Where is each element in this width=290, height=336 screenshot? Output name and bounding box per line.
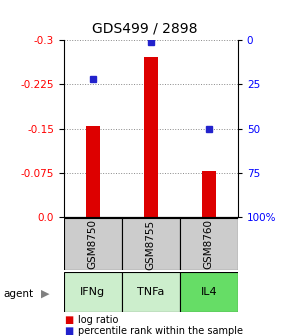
Bar [122, 272, 180, 312]
Bar [180, 218, 238, 270]
Text: percentile rank within the sample: percentile rank within the sample [78, 326, 243, 336]
Bar [202, 171, 216, 217]
Bar [64, 218, 122, 270]
Text: agent: agent [3, 289, 33, 299]
Text: log ratio: log ratio [78, 315, 119, 325]
Text: ▶: ▶ [41, 289, 49, 299]
Bar [144, 57, 158, 217]
Bar [180, 272, 238, 312]
Text: TNFa: TNFa [137, 287, 164, 297]
Text: ■: ■ [64, 326, 73, 336]
Text: GDS499 / 2898: GDS499 / 2898 [92, 21, 198, 35]
Text: IL4: IL4 [200, 287, 217, 297]
Bar [86, 126, 100, 217]
Text: GSM8750: GSM8750 [88, 219, 98, 269]
Text: ■: ■ [64, 315, 73, 325]
Text: GSM8760: GSM8760 [204, 219, 214, 269]
Bar [122, 218, 180, 270]
Text: IFNg: IFNg [80, 287, 105, 297]
Bar [64, 272, 122, 312]
Text: GSM8755: GSM8755 [146, 219, 156, 269]
